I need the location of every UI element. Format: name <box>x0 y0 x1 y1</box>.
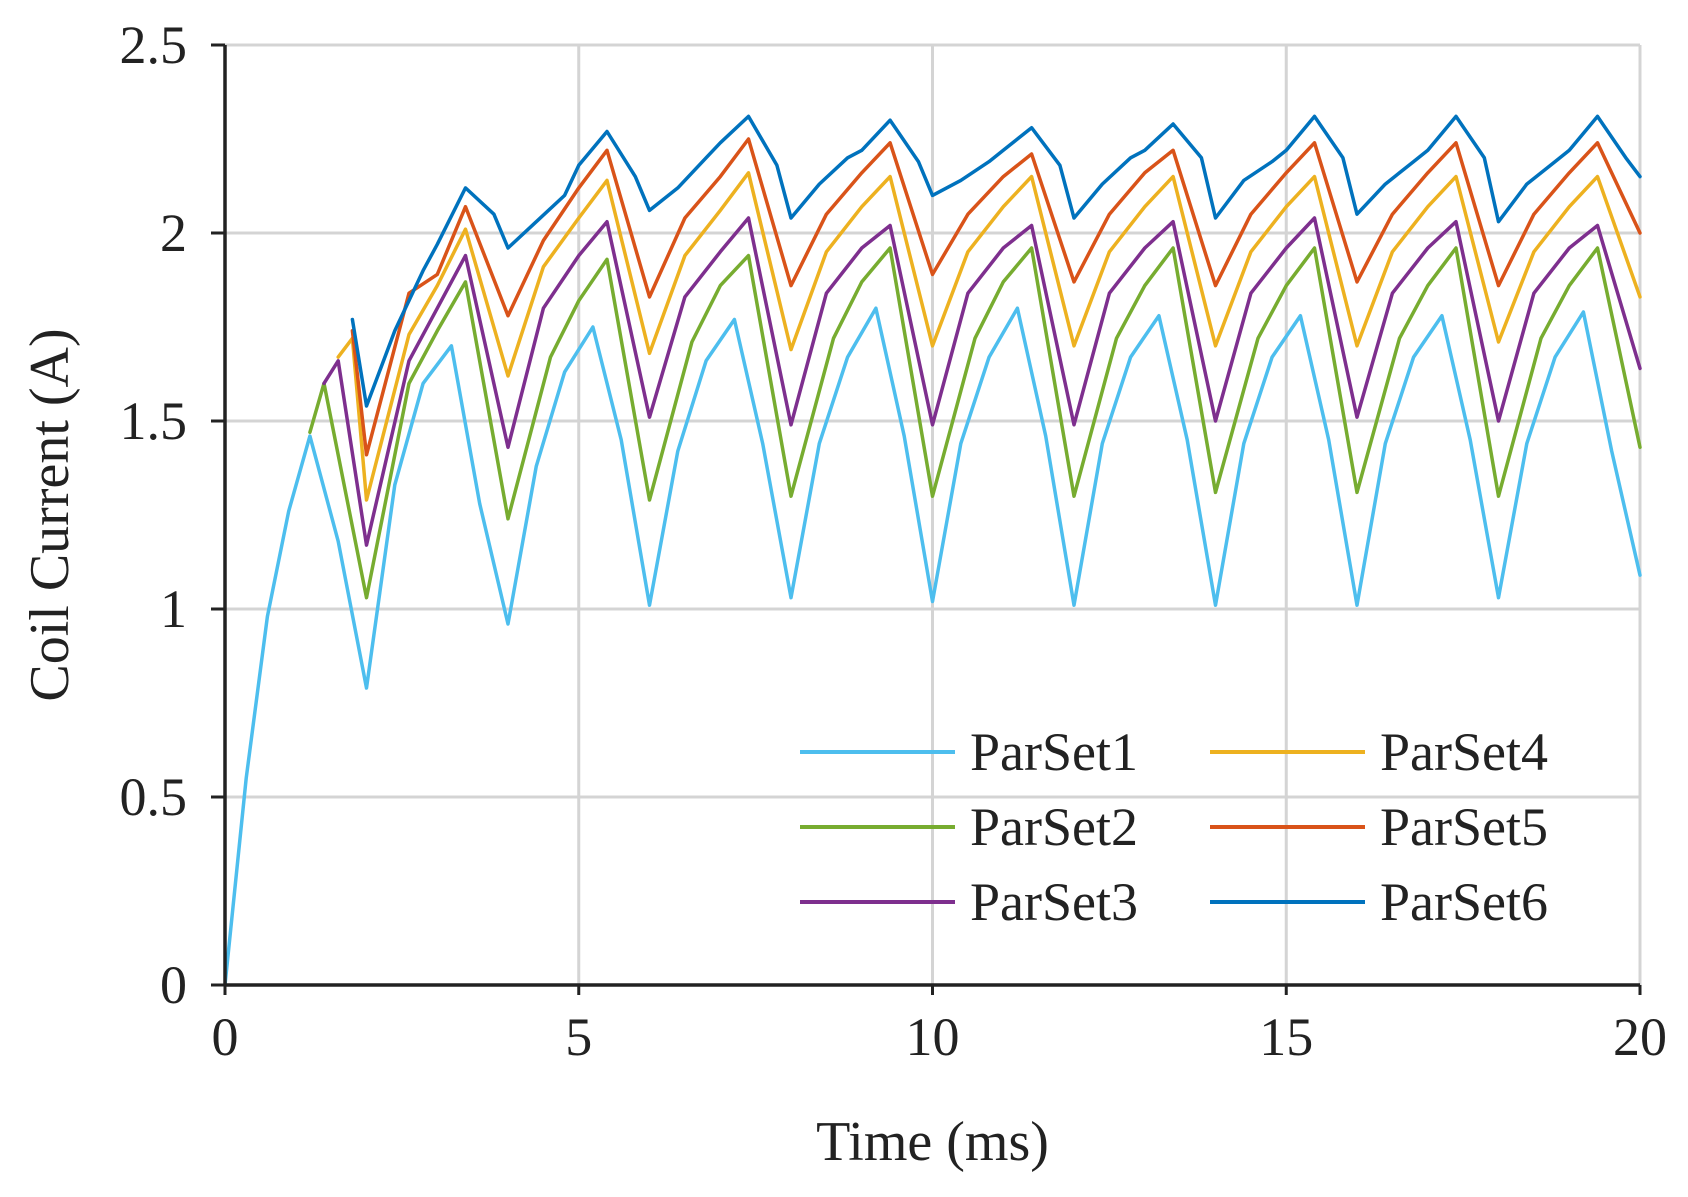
y-tick-label-1: 1 <box>160 579 187 639</box>
series-line-parset5 <box>350 137 1642 457</box>
series-line-parset6 <box>350 114 1642 408</box>
x-tick-label-20: 20 <box>1613 1007 1667 1067</box>
grid <box>225 43 1642 985</box>
y-axis-title: Coil Current (A) <box>19 328 81 701</box>
legend-label-parset2: ParSet2 <box>970 797 1138 857</box>
series-line-parset1 <box>223 306 1642 987</box>
series-line-parset4 <box>336 171 1642 502</box>
x-tick-label-5: 5 <box>565 1007 592 1067</box>
legend-label-parset5: ParSet5 <box>1380 797 1548 857</box>
y-tick-label-0.5: 0.5 <box>120 767 188 827</box>
x-tick-label-10: 10 <box>906 1007 960 1067</box>
series-lines <box>223 114 1642 987</box>
y-tick-label-2.5: 2.5 <box>120 15 188 75</box>
legend-label-parset4: ParSet4 <box>1380 722 1548 782</box>
y-tick-label-1.5: 1.5 <box>120 391 188 451</box>
ticks: 0 5 10 15 20 0 0.5 1 1.5 2 2.5 <box>120 15 1668 1067</box>
x-tick-label-0: 0 <box>212 1007 239 1067</box>
y-tick-label-2: 2 <box>160 203 187 263</box>
x-axis-title: Time (ms) <box>816 1111 1049 1173</box>
x-tick-label-15: 15 <box>1259 1007 1313 1067</box>
legend: ParSet1 ParSet2 ParSet3 ParSet4 ParSet5 ParSe… <box>800 722 1548 932</box>
series-line-parset2 <box>308 246 1642 600</box>
legend-label-parset6: ParSet6 <box>1380 872 1548 932</box>
series-line-parset3 <box>322 216 1642 547</box>
legend-label-parset3: ParSet3 <box>970 872 1138 932</box>
y-tick-label-0: 0 <box>160 955 187 1015</box>
legend-label-parset1: ParSet1 <box>970 722 1138 782</box>
